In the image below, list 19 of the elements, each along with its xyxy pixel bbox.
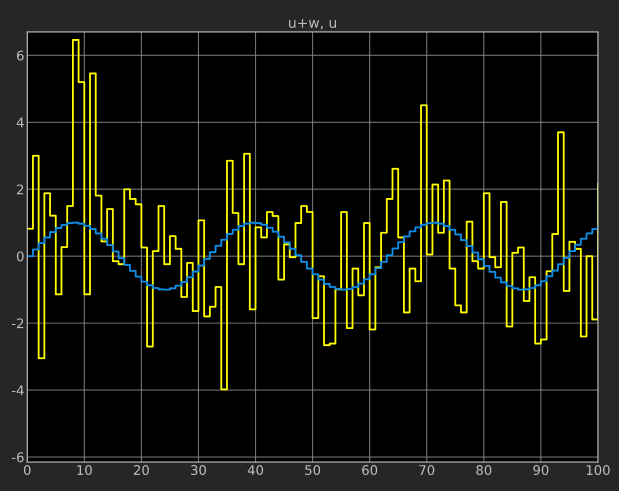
x-tick-label: 20 <box>134 465 149 476</box>
x-tick-label: 50 <box>305 465 320 476</box>
x-tick-label: 90 <box>533 465 548 476</box>
y-tick-label: -6 <box>12 452 24 462</box>
x-tick-label: 80 <box>476 465 492 476</box>
y-tick-label: 6 <box>16 50 24 61</box>
x-tick-label: 100 <box>586 465 610 476</box>
x-tick-label: 10 <box>77 465 92 476</box>
y-tick-label: 0 <box>16 251 24 262</box>
x-tick-label: 30 <box>191 465 206 476</box>
y-tick-label: 2 <box>17 184 24 194</box>
x-tick-label: 40 <box>248 465 264 476</box>
x-tick-label: 0 <box>24 465 31 476</box>
chart-title: u+w, u <box>289 19 336 30</box>
y-tick-label: -2 <box>12 318 24 328</box>
x-tick-label: 60 <box>362 465 378 476</box>
y-tick-label: 4 <box>16 118 24 128</box>
x-tick-label: 70 <box>419 465 434 476</box>
y-tick-label: -4 <box>12 385 24 396</box>
